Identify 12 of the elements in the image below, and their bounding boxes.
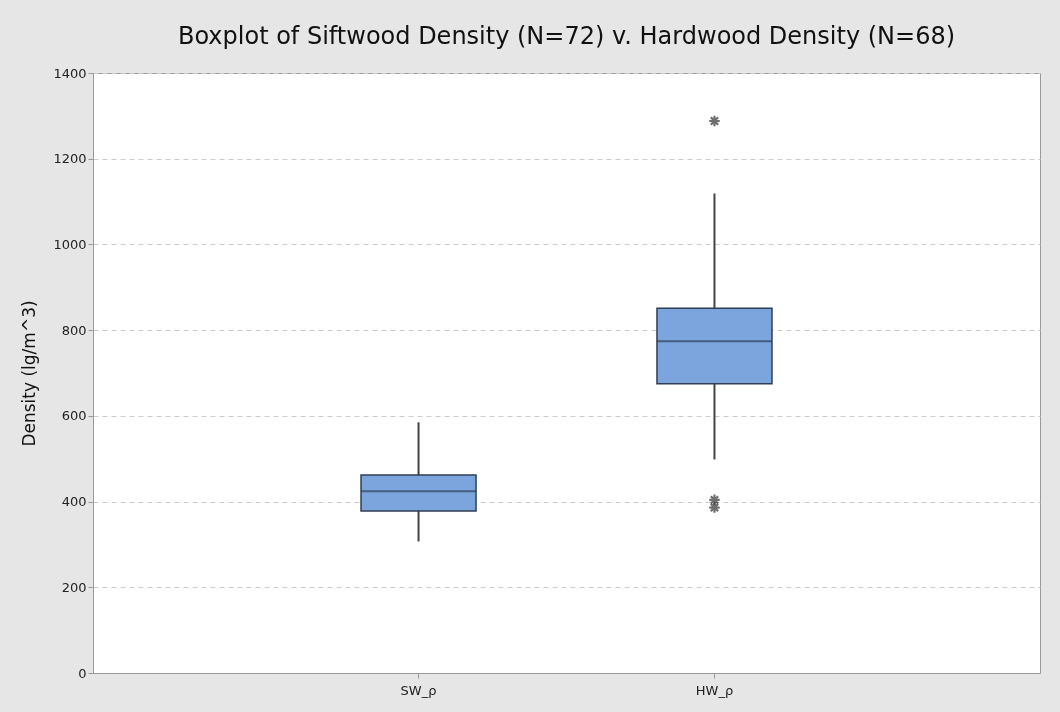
y-tick-label: 0	[78, 665, 87, 681]
y-tick-label: 200	[61, 579, 87, 595]
y-tick-label: 1400	[53, 65, 87, 81]
y-axis-title: Density (lg/m^3)	[19, 300, 40, 447]
chart-title: Boxplot of Siftwood Density (N=72) v. Hardwood Density (N=68)	[177, 22, 956, 50]
y-tick-label: 1000	[53, 236, 87, 252]
x-tick-label: SW_ρ	[400, 682, 437, 698]
y-tick-label: 600	[61, 408, 87, 424]
y-tick-label: 1200	[53, 151, 87, 167]
x-tick-label: HW_ρ	[695, 682, 734, 698]
y-tick-label: 400	[61, 494, 87, 510]
y-tick-label: 800	[61, 322, 87, 338]
